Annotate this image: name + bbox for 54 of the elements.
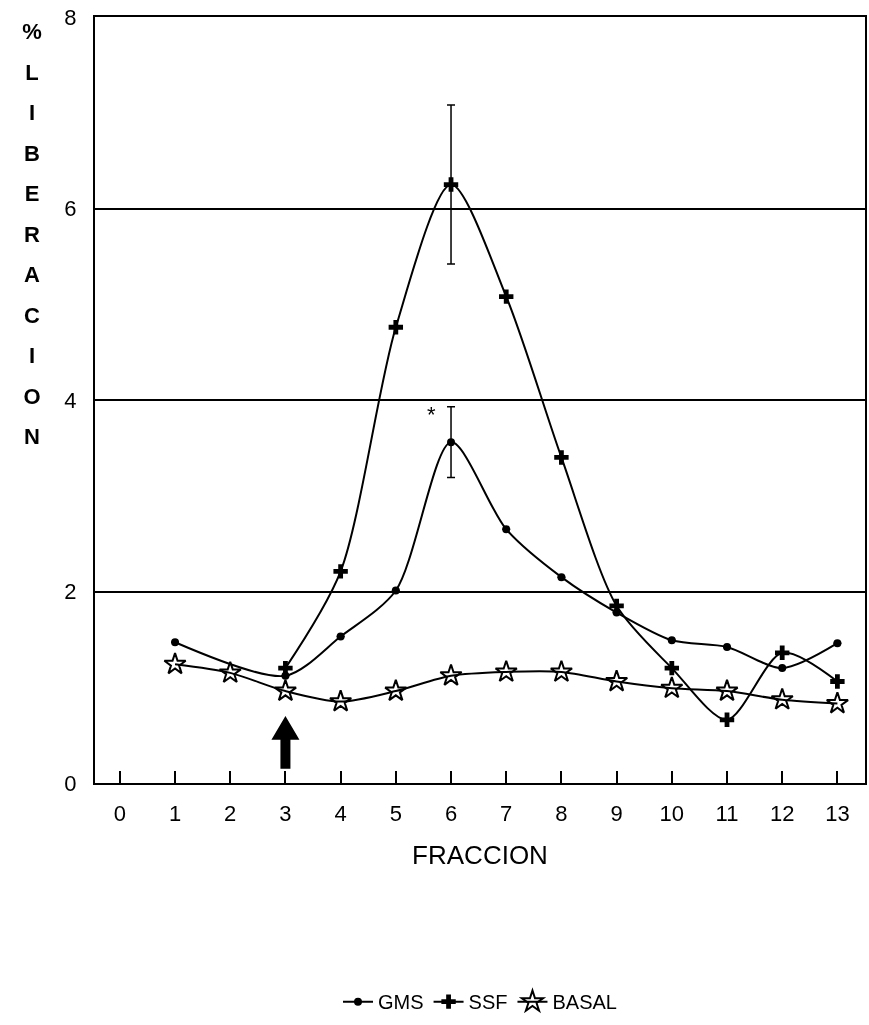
point — [554, 450, 569, 465]
x-tick-label: 9 — [610, 801, 623, 827]
point — [660, 676, 684, 699]
x-tick-label: 10 — [659, 801, 685, 827]
x-tick-label: 8 — [555, 801, 568, 827]
point — [333, 564, 348, 579]
x-tick-label: 0 — [113, 801, 126, 827]
x-tick-label: 7 — [500, 801, 513, 827]
x-tick-label: 3 — [279, 801, 292, 827]
point — [723, 643, 732, 652]
x-tick-label: 5 — [389, 801, 402, 827]
point — [715, 678, 739, 702]
point — [218, 660, 242, 683]
point — [494, 659, 518, 682]
point — [557, 573, 566, 582]
point — [328, 689, 353, 712]
point — [770, 687, 794, 710]
x-axis-title: FRACCION — [412, 839, 548, 870]
x-tick-label: 2 — [224, 801, 237, 827]
point — [273, 678, 298, 702]
y-tick-label: 0 — [64, 770, 77, 796]
point — [719, 712, 735, 728]
point — [447, 438, 456, 447]
y-tick-label: 2 — [64, 579, 77, 605]
point — [443, 177, 459, 192]
legend-label: SSF — [468, 991, 508, 1014]
point — [163, 652, 187, 675]
x-tick-label: 1 — [168, 801, 182, 827]
point — [825, 691, 850, 714]
point — [775, 645, 790, 660]
point — [502, 525, 511, 534]
point — [384, 678, 408, 702]
x-tick-label: 13 — [825, 801, 850, 827]
point — [604, 669, 629, 692]
point — [549, 659, 574, 682]
point — [830, 674, 845, 689]
point — [499, 289, 514, 304]
point — [439, 663, 463, 686]
legend-label: BASAL — [552, 991, 617, 1014]
y-tick-label: 6 — [64, 196, 77, 222]
text: % LIBERACION — [22, 19, 42, 449]
point — [388, 320, 404, 335]
point — [171, 638, 180, 647]
y-tick-label: 4 — [64, 387, 77, 413]
point — [664, 660, 680, 676]
point — [833, 639, 842, 648]
x-tick-label: 6 — [444, 801, 458, 827]
y-tick-label: 8 — [64, 4, 77, 30]
legend-label: GMS — [378, 991, 424, 1014]
point — [778, 664, 787, 673]
x-tick-label: 11 — [715, 801, 739, 827]
x-tick-label: 4 — [334, 801, 347, 827]
x-tick-label: 12 — [769, 801, 795, 827]
annotation: * — [427, 402, 436, 427]
